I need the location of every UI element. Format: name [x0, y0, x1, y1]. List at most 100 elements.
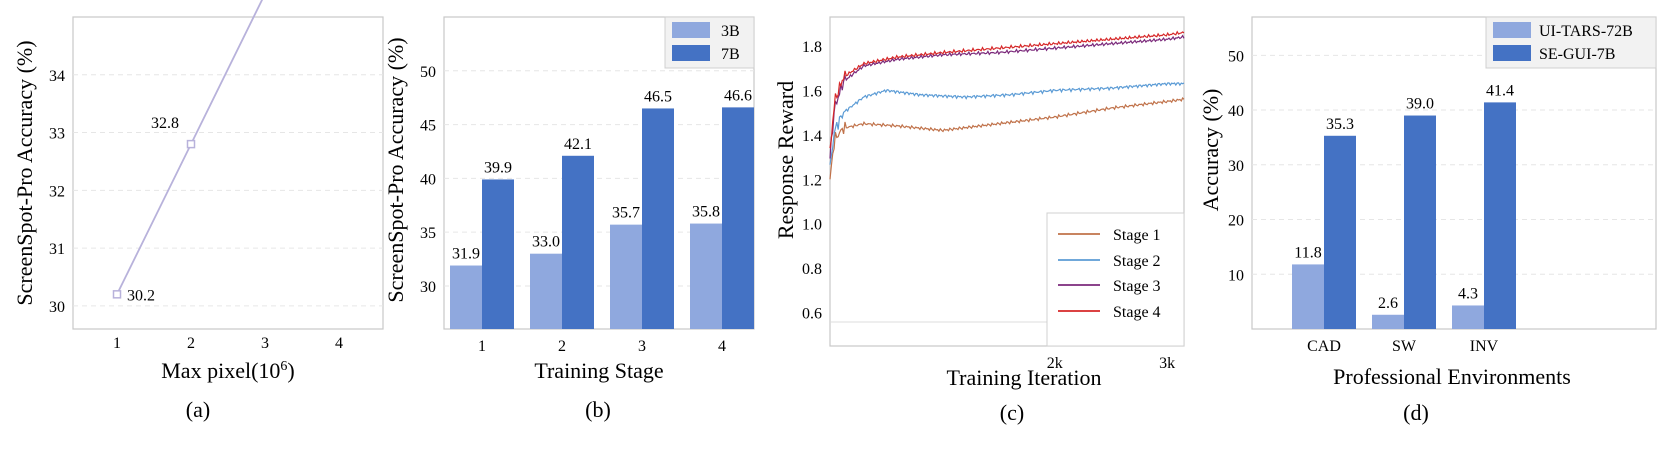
panel-c-ytick-label: 1.8	[802, 39, 822, 56]
panel-d: 10 20 30 40 50 CAD SW INV 11.8 35.3 2.6 39.0 4.3 41…	[1198, 16, 1657, 425]
panel-c-series-line	[829, 30, 1185, 149]
panel-b-legend-swatch-7b	[672, 45, 710, 61]
panel-a-xlabel-sup: 6	[280, 359, 287, 374]
panel-a-data-point	[112, 290, 122, 299]
panel-d-xtick-label: SW	[1392, 338, 1417, 355]
panel-d-ylabel: Accuracy (%)	[1198, 89, 1223, 212]
panel-a-ylabel: ScreenSpot-Pro Accuracy (%)	[12, 40, 37, 305]
panel-a-data-label: 30.2	[127, 287, 155, 304]
panel-d-ytick-label: 40	[1228, 103, 1244, 120]
panel-d-legend-swatch-se-gui	[1493, 45, 1531, 61]
panel-b-ytick-label: 40	[420, 171, 436, 188]
panel-d-bar-label: 11.8	[1294, 244, 1321, 261]
panel-a-xtick-label: 1	[113, 335, 121, 352]
panel-c-ytick-label: 1.6	[802, 83, 822, 100]
panel-b-bar-label: 31.9	[452, 246, 480, 263]
panel-c-legend-box	[1046, 212, 1185, 347]
panel-b-bar	[450, 265, 482, 329]
panel-c-legend-label-stage-4: Stage 4	[1113, 304, 1161, 321]
panel-b-label: (b)	[585, 397, 611, 422]
panel-c-xtick-label: 3k	[1159, 355, 1175, 372]
panel-d-bar	[1372, 314, 1404, 329]
panel-b-ytick-label: 30	[420, 279, 436, 296]
panel-b-ytick-label: 50	[420, 64, 436, 81]
panel-d-bar-label: 39.0	[1406, 96, 1434, 113]
panel-b-ytick-label: 35	[420, 225, 436, 242]
panel-b-legend-swatch-3b	[672, 22, 710, 38]
panel-b-bar-label: 46.6	[724, 87, 752, 104]
panel-b-legend-label-3b: 3B	[721, 23, 740, 40]
panel-b-xlabel: Training Stage	[534, 358, 663, 383]
panel-d-legend-label-ui-tars: UI-TARS-72B	[1539, 23, 1633, 40]
panel-d-bar-label: 4.3	[1458, 285, 1478, 302]
panel-c-plot-frame	[829, 16, 1185, 347]
panel-d-bar-label: 35.3	[1326, 116, 1354, 133]
panel-b-legend: 3B 7B	[664, 16, 755, 69]
panel-c-series-line	[829, 82, 1185, 165]
panel-b-bar	[562, 155, 594, 329]
panel-c-ytick-label: 1.0	[802, 217, 822, 234]
panel-d-bar-label: 2.6	[1378, 295, 1398, 312]
panel-b-xtick-label: 2	[558, 338, 566, 355]
panel-d-legend: UI-TARS-72B SE-GUI-7B	[1485, 16, 1657, 69]
panel-d-bar	[1324, 135, 1356, 329]
panel-d-xtick-label: CAD	[1307, 338, 1341, 355]
panel-b-bar-label: 46.5	[644, 88, 672, 105]
panel-d-xlabel: Professional Environments	[1333, 364, 1571, 389]
panel-c-ytick-label: 1.2	[802, 172, 822, 189]
panel-c-ytick-label: 0.6	[802, 306, 822, 323]
panel-a-data-point	[186, 139, 196, 149]
panel-b-bar-label: 39.9	[484, 159, 512, 176]
panel-c: 0.6 0.8 1.0 1.2 1.4 1.6 1.8 2k 3k Stage 1 Stage…	[773, 16, 1185, 425]
panel-b-ylabel: ScreenSpot-Pro Accuracy (%)	[383, 37, 408, 302]
panel-b-bar	[642, 108, 674, 329]
panel-b: 30 35 40 45 50 1 2 3 4 31.9 39.9 33.0 42.1 35.7 46.5…	[383, 16, 755, 422]
panel-c-xtick-label: 2k	[1047, 355, 1063, 372]
panel-a-xlabel-main: Max pixel(10	[161, 358, 280, 383]
panel-b-bar	[722, 107, 754, 330]
panel-c-ytick-label: 1.4	[802, 128, 822, 145]
panel-d-legend-label-se-gui: SE-GUI-7B	[1539, 46, 1615, 63]
panel-a-ytick-label: 33	[49, 126, 65, 143]
panel-d-bar-label: 41.4	[1486, 82, 1514, 99]
panel-a-xtick-label: 2	[187, 335, 195, 352]
panel-d-bar	[1292, 264, 1324, 329]
panel-a-data-label: 32.8	[151, 115, 179, 132]
panel-b-bar	[690, 223, 722, 329]
panel-d-bar	[1404, 115, 1436, 330]
panel-a-xlabel: Max pixel(106)	[161, 358, 294, 383]
panel-a-xtick-label: 4	[335, 335, 343, 352]
panel-c-xlabel: Training Iteration	[947, 365, 1102, 390]
panel-b-bar-label: 33.0	[532, 234, 560, 251]
panel-a-ytick-label: 30	[49, 299, 65, 316]
panel-b-bar-label: 35.8	[692, 204, 720, 221]
panel-a-ytick-label: 32	[49, 183, 65, 200]
panel-b-bar	[482, 179, 514, 329]
panel-a-series-line	[116, 0, 263, 295]
panel-a-plot-frame	[72, 16, 384, 330]
panel-c-legend-label-stage-1: Stage 1	[1113, 227, 1161, 244]
panel-b-legend-label-7b: 7B	[721, 46, 740, 63]
panel-d-label: (d)	[1403, 400, 1429, 425]
panel-d-bar	[1484, 102, 1516, 330]
panel-c-ytick-label: 0.8	[802, 261, 822, 278]
panel-d-ytick-label: 20	[1228, 213, 1244, 230]
panel-b-ytick-label: 45	[420, 118, 436, 135]
panel-c-legend-label-stage-3: Stage 3	[1113, 278, 1161, 295]
panel-d-ytick-label: 10	[1228, 267, 1244, 284]
panel-c-ylabel: Response Reward	[773, 81, 798, 239]
panel-c-legend-label-stage-2: Stage 2	[1113, 253, 1161, 270]
panel-c-label: (c)	[1000, 400, 1024, 425]
panel-d-xtick-label: INV	[1470, 338, 1499, 355]
panel-c-series-line	[829, 96, 1185, 180]
panel-b-bar-label: 35.7	[612, 205, 640, 222]
panel-a-ytick-label: 34	[49, 68, 65, 85]
panel-b-xtick-label: 3	[638, 338, 646, 355]
panel-b-bar-label: 42.1	[564, 136, 592, 153]
panel-a-ytick-label: 31	[49, 241, 65, 258]
panel-c-legend: Stage 1 Stage 2 Stage 3 Stage 4	[1046, 212, 1185, 347]
panel-d-ytick-label: 50	[1228, 48, 1244, 65]
panel-b-bar	[610, 224, 642, 329]
